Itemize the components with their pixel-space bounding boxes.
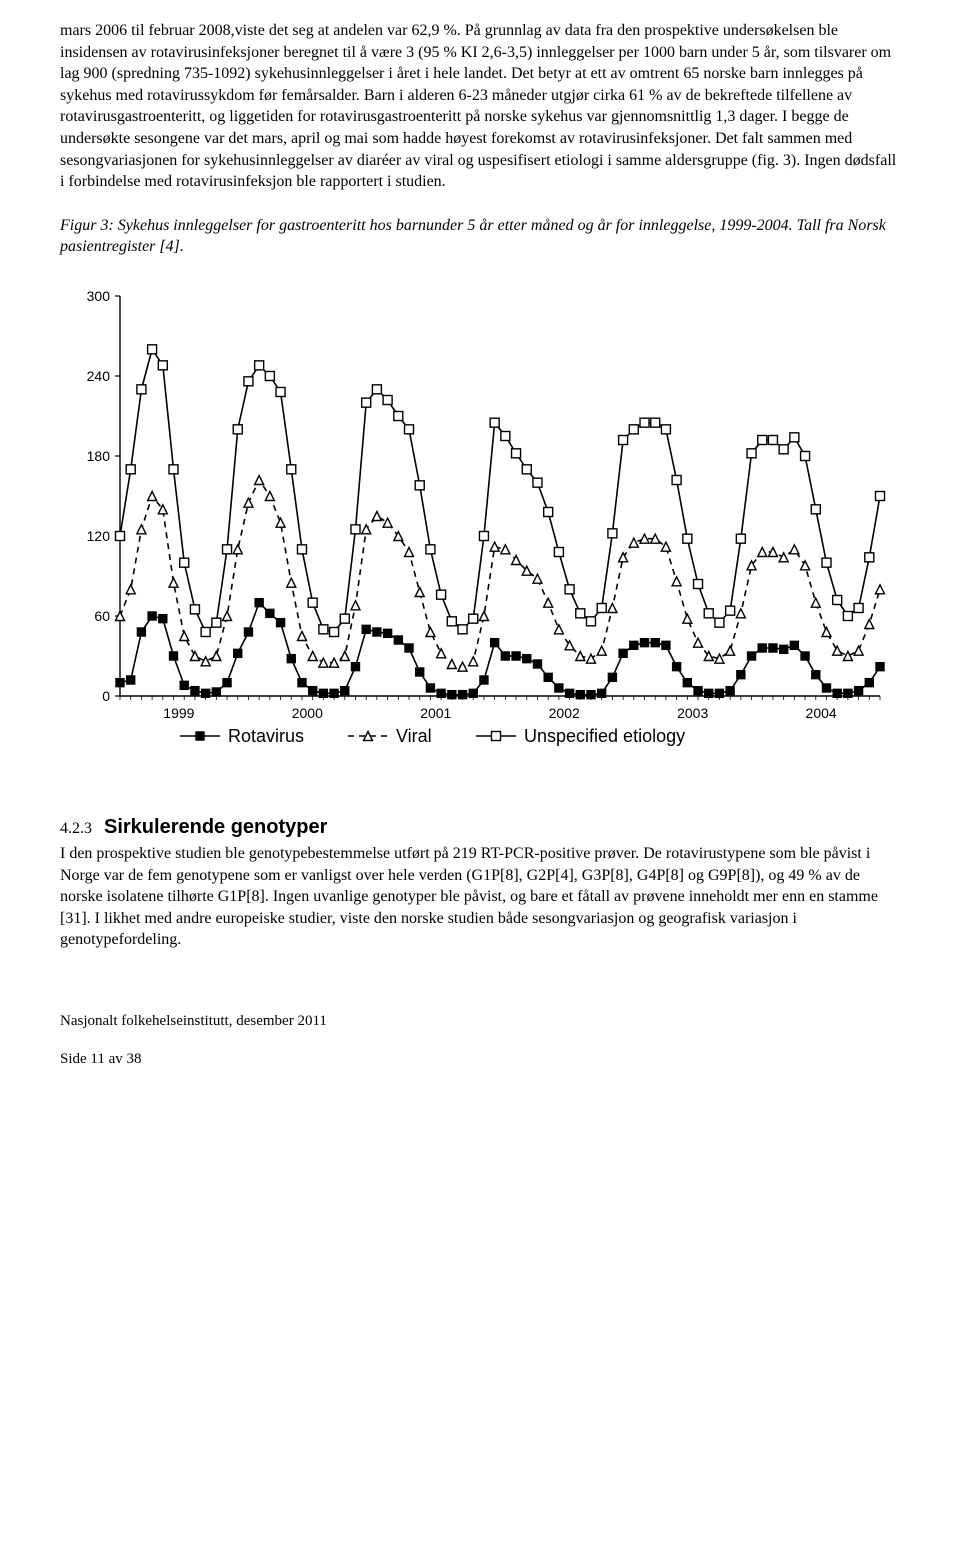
svg-text:Viral: Viral (396, 726, 432, 746)
svg-text:180: 180 (87, 448, 111, 464)
svg-text:60: 60 (94, 608, 110, 624)
svg-text:2004: 2004 (806, 705, 837, 721)
svg-text:1999: 1999 (163, 705, 194, 721)
svg-text:2000: 2000 (292, 705, 323, 721)
figure-caption: Figur 3: Sykehus innleggelser for gastro… (60, 215, 900, 258)
svg-text:Rotavirus: Rotavirus (228, 726, 304, 746)
footer-institution: Nasjonalt folkehelseinstitutt, desember … (60, 1011, 900, 1031)
svg-text:240: 240 (87, 368, 111, 384)
paragraph-1: mars 2006 til februar 2008,viste det seg… (60, 20, 900, 193)
section-title: Sirkulerende genotyper (104, 816, 327, 838)
figure-3-chart: 0 60 120 180 240 300 1999 2000 2001 2002 2003 2004 R… (60, 266, 900, 786)
svg-text:120: 120 (87, 528, 111, 544)
footer-page-number: Side 11 av 38 (60, 1049, 900, 1069)
section-number: 4.2.3 (60, 820, 92, 837)
line-chart-svg: 0 60 120 180 240 300 1999 2000 2001 2002 2003 2004 R… (60, 266, 900, 786)
svg-text:2001: 2001 (420, 705, 451, 721)
svg-text:2003: 2003 (677, 705, 708, 721)
paragraph-2: I den prospektive studien ble genotypebe… (60, 843, 900, 951)
svg-text:Unspecified etiology: Unspecified etiology (524, 726, 685, 746)
page-footer: Nasjonalt folkehelseinstitutt, desember … (60, 1011, 900, 1070)
svg-text:0: 0 (102, 688, 110, 704)
section-heading: 4.2.3 Sirkulerende genotyper (60, 814, 900, 841)
svg-text:2002: 2002 (549, 705, 580, 721)
svg-text:300: 300 (87, 288, 111, 304)
